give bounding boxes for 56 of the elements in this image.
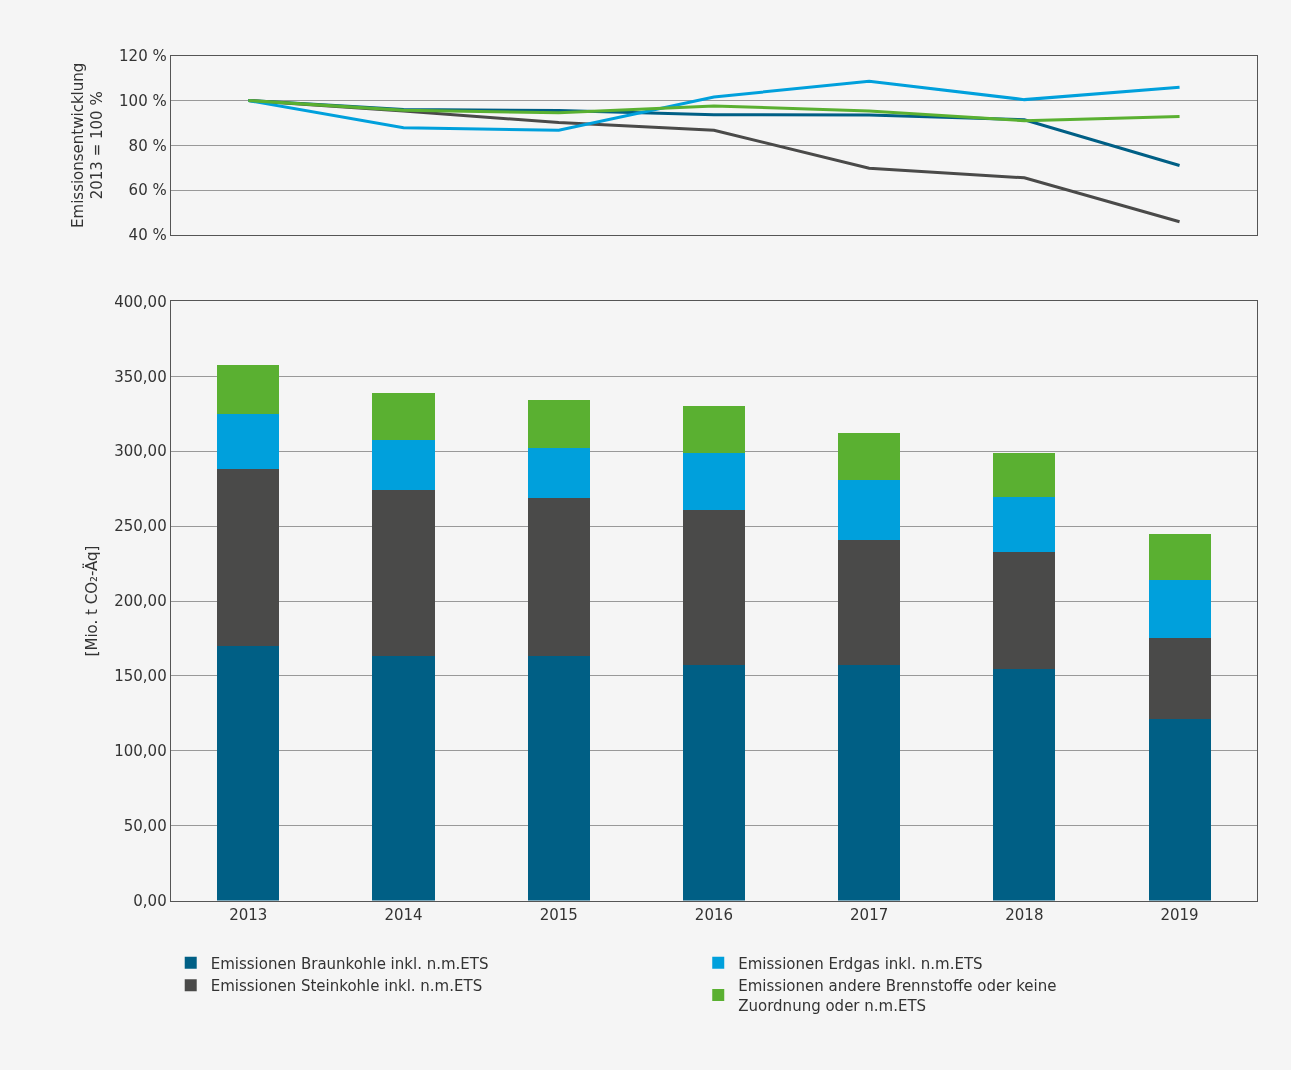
bar [1148, 638, 1211, 720]
y-tick-label: 120 % [119, 46, 167, 65]
bar [527, 497, 590, 657]
legend-label: Emissionen andere Brennstoffe oder keine Zuordnung oder n.m.ETS [738, 977, 1057, 1015]
legend-label: Emissionen Braunkohle inkl. n.m.ETS [210, 954, 489, 973]
y-tick-label: 0,00 [133, 891, 167, 910]
y-tick-label: 60 % [128, 181, 167, 200]
bar [993, 669, 1056, 901]
bar [372, 440, 435, 491]
y-axis-title: Emissionsentwicklung 2013 = 100 % [68, 62, 107, 228]
bar [217, 469, 280, 646]
bar [993, 552, 1056, 670]
x-tick-label: 2017 [850, 905, 889, 924]
y-tick-label: 300,00 [114, 442, 167, 461]
bar [838, 432, 901, 480]
bar [838, 479, 901, 540]
bar [1148, 580, 1211, 639]
bar [682, 664, 745, 901]
y-tick-label: 200,00 [114, 592, 167, 611]
bar [372, 392, 435, 441]
y-tick-label: 350,00 [114, 367, 167, 386]
y-axis-title: [Mio. t CO₂-Äq] [82, 545, 102, 657]
x-tick-label: 2016 [694, 905, 734, 924]
y-tick-label: 250,00 [114, 517, 167, 536]
bar [682, 452, 745, 511]
bar [527, 656, 590, 901]
x-tick-label: 2014 [384, 905, 423, 924]
y-tick-label: 50,00 [123, 816, 167, 835]
bar [372, 490, 435, 657]
bar [993, 496, 1056, 553]
bar [838, 664, 901, 901]
y-tick-label: 80 % [128, 136, 167, 155]
y-tick-label: 400,00 [114, 292, 167, 311]
legend-label: Emissionen Steinkohle inkl. n.m.ETS [210, 977, 483, 996]
x-tick-label: 2018 [1005, 905, 1044, 924]
legend-label: Emissionen Erdgas inkl. n.m.ETS [738, 954, 983, 973]
x-tick-label: 2015 [539, 905, 578, 924]
bar [527, 400, 590, 448]
y-tick-label: 150,00 [114, 667, 167, 686]
bar [217, 645, 280, 901]
y-tick-label: 100 % [119, 91, 167, 110]
x-tick-label: 2019 [1160, 905, 1199, 924]
bar [993, 452, 1056, 497]
x-tick-label: 2013 [229, 905, 268, 924]
bar [217, 365, 280, 414]
bar [838, 539, 901, 665]
y-tick-label: 40 % [128, 226, 167, 245]
bar [682, 510, 745, 665]
line-series [246, 99, 1182, 123]
y-tick-label: 100,00 [114, 742, 167, 761]
bar [682, 406, 745, 453]
bar [372, 656, 435, 901]
bar [1148, 719, 1211, 901]
bar [1148, 534, 1211, 581]
bar [527, 447, 590, 498]
bar [217, 413, 280, 470]
